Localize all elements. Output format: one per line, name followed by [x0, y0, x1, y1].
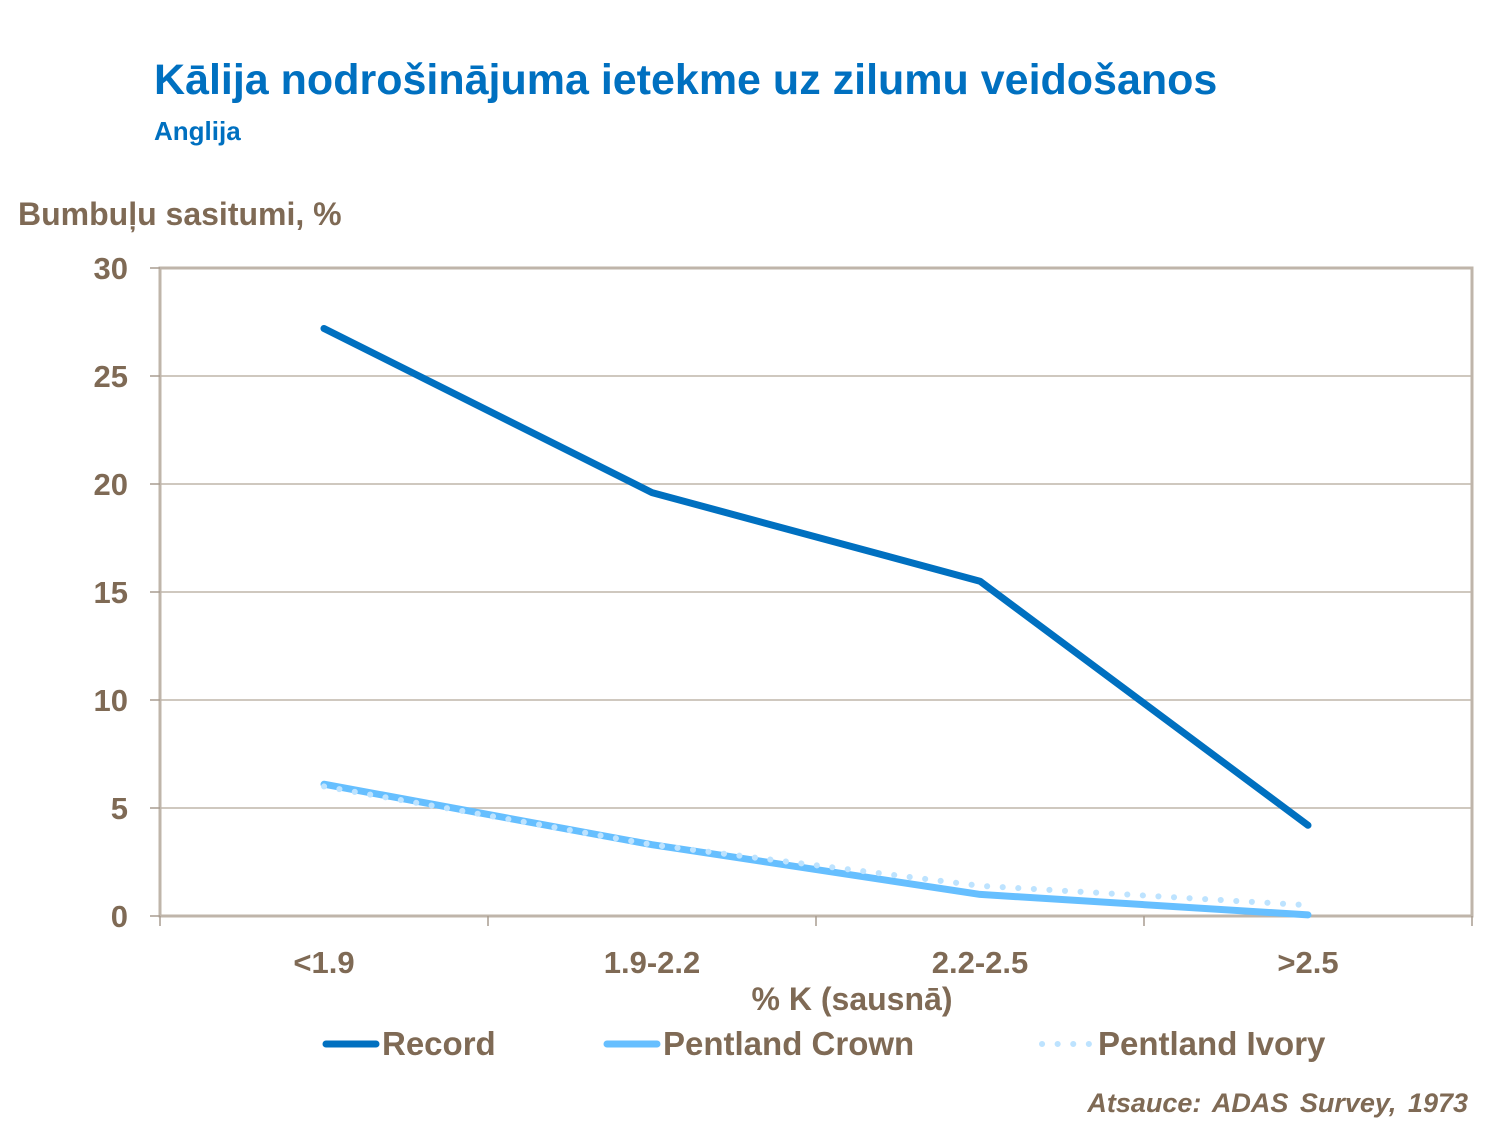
- x-tick-label: >2.5: [1277, 945, 1338, 980]
- chart-subtitle: Anglija: [154, 116, 241, 146]
- series-lines: [320, 325, 1312, 919]
- source-note: Atsauce: ADAS Survey, 1973: [1087, 1088, 1468, 1118]
- y-axis-ticks: 0 5 10 15 20 25 30: [94, 251, 160, 934]
- x-axis-tick-labels: <1.9 1.9-2.2 2.2-2.5 >2.5: [293, 945, 1338, 980]
- y-axis-label: Bumbuļu sasitumi, %: [18, 196, 342, 232]
- chart-title: Kālija nodrošinājuma ietekme uz zilumu v…: [154, 56, 1218, 104]
- legend-label: Pentland Crown: [663, 1025, 914, 1062]
- y-tick-label: 5: [111, 791, 128, 826]
- x-tick-label: 1.9-2.2: [604, 945, 701, 980]
- y-tick-label: 0: [111, 899, 128, 934]
- x-axis-ticks: [159, 916, 1473, 926]
- y-tick-label: 15: [94, 575, 128, 610]
- y-tick-label: 25: [94, 359, 128, 394]
- series-line-record: [320, 325, 1312, 829]
- x-axis-label: % K (sausnā): [752, 981, 953, 1017]
- legend-label: Record: [382, 1025, 496, 1062]
- y-tick-label: 30: [94, 251, 128, 286]
- y-tick-label: 20: [94, 467, 128, 502]
- gridlines: [160, 375, 1472, 809]
- series-line-pentland-ivory: [321, 783, 1311, 909]
- y-tick-label: 10: [94, 683, 128, 718]
- series-line-pentland-crown: [320, 780, 1312, 919]
- legend-label: Pentland Ivory: [1098, 1025, 1326, 1062]
- x-tick-label: <1.9: [293, 945, 354, 980]
- legend: Record Pentland Crown Pentland Ivory: [322, 1025, 1326, 1062]
- x-tick-label: 2.2-2.5: [932, 945, 1029, 980]
